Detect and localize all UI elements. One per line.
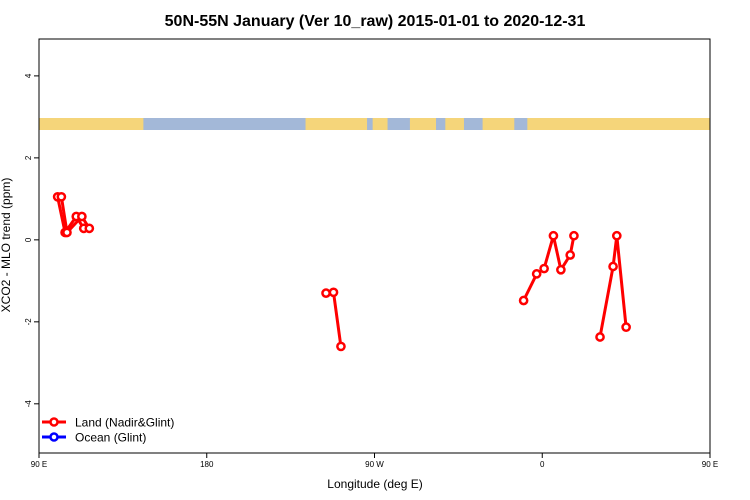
map-band-land (372, 118, 388, 130)
series-0-point (556, 264, 566, 275)
series-layer (52, 191, 631, 352)
map-band-land (445, 118, 464, 130)
series-0-point (569, 230, 579, 241)
series-0-line (598, 234, 628, 338)
series-0-point (62, 227, 72, 238)
map-band (39, 118, 710, 130)
series-0-line (59, 196, 91, 234)
series-0-point (321, 288, 331, 298)
series-0-point (336, 341, 346, 352)
x-axis-ticks: 90 E 180 90 W 0 90 E (31, 453, 718, 469)
legend-land-label: Land (Nadir&Glint) (75, 416, 174, 430)
series-0-line (325, 290, 343, 347)
x-tick-label: 0 (540, 460, 545, 469)
map-band-land (482, 118, 515, 130)
y-tick-label: -4 (24, 400, 33, 408)
series-0-point (539, 263, 549, 274)
legend-land-marker (49, 417, 59, 427)
map-band-land (409, 118, 437, 130)
x-axis-label: Longitude (deg E) (327, 477, 422, 491)
x-tick-label: 90 E (702, 460, 718, 469)
series-0-point (84, 223, 95, 234)
series-0-point (77, 211, 87, 222)
legend-ocean-marker (49, 432, 59, 442)
y-tick-label: -2 (24, 318, 33, 326)
series-0-point (548, 230, 559, 241)
y-tick-label: 0 (24, 237, 33, 242)
series-0-point (56, 191, 67, 202)
map-band-land (527, 118, 543, 130)
map-band-land (135, 118, 144, 130)
series-0-point (531, 269, 542, 279)
x-tick-label: 90 E (31, 460, 47, 469)
series-0-point (611, 230, 622, 241)
y-axis-label: XCO2 - MLO trend (ppm) (0, 178, 13, 313)
y-tick-label: 2 (24, 155, 33, 160)
plot-frame (38, 38, 711, 454)
map-band-land (540, 118, 710, 130)
series-0-point (565, 250, 576, 260)
chart-title: 50N-55N January (Ver 10_raw) 2015-01-01 … (165, 13, 586, 30)
series-0-point (595, 332, 605, 342)
y-axis-ticks: 4 2 0 -2 -4 (24, 73, 39, 407)
x-tick-label: 90 W (365, 460, 384, 469)
legend: Land (Nadir&Glint) Ocean (Glint) (42, 416, 174, 445)
legend-ocean-label: Ocean (Glint) (75, 431, 146, 445)
x-tick-label: 180 (200, 460, 214, 469)
series-0-point (608, 261, 618, 272)
y-tick-label: 4 (24, 73, 33, 78)
map-band-land (39, 118, 138, 130)
series-0-line (56, 196, 85, 234)
series-0-point (328, 287, 339, 298)
series-0-point (518, 295, 529, 306)
map-band-land (305, 118, 368, 130)
series-0-point (621, 322, 631, 333)
